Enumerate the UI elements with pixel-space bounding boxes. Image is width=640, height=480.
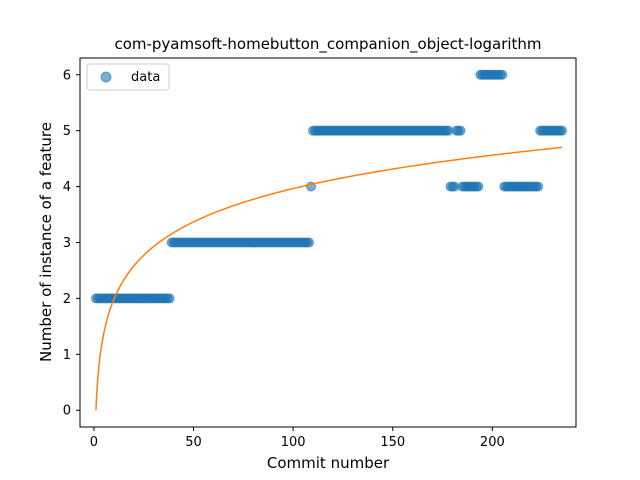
y-tick-label: 1	[63, 348, 71, 363]
y-axis: 0 1 2 3 4 5 6	[63, 68, 80, 419]
y-axis-label: Number of instance of a feature	[37, 122, 55, 362]
data-point	[533, 181, 544, 192]
y-tick-label: 3	[63, 236, 71, 251]
chart-title: com-pyamsoft-homebutton_companion_object…	[114, 35, 541, 54]
x-tick-label: 0	[90, 435, 98, 450]
x-axis: 0 50 100 150 200	[90, 427, 505, 450]
x-tick-label: 200	[480, 435, 505, 450]
plot-area	[90, 69, 568, 411]
legend: data	[86, 63, 170, 91]
x-tick-label: 50	[185, 435, 202, 450]
x-tick-label: 100	[281, 435, 306, 450]
x-axis-label: Commit number	[267, 454, 390, 472]
data-point	[497, 69, 508, 80]
y-tick-label: 4	[63, 180, 71, 195]
data-point	[164, 293, 175, 304]
legend-box	[86, 63, 170, 91]
data-points	[90, 69, 568, 304]
y-tick-label: 6	[63, 68, 71, 83]
data-point	[455, 125, 466, 136]
data-point	[304, 237, 315, 248]
legend-label: data	[131, 70, 160, 85]
data-point	[557, 125, 568, 136]
y-tick-label: 2	[63, 292, 71, 307]
y-tick-label: 0	[63, 404, 71, 419]
x-tick-label: 150	[380, 435, 405, 450]
data-point	[473, 181, 484, 192]
y-tick-label: 5	[63, 124, 71, 139]
legend-marker	[100, 71, 112, 83]
fit-curve	[95, 146, 563, 411]
